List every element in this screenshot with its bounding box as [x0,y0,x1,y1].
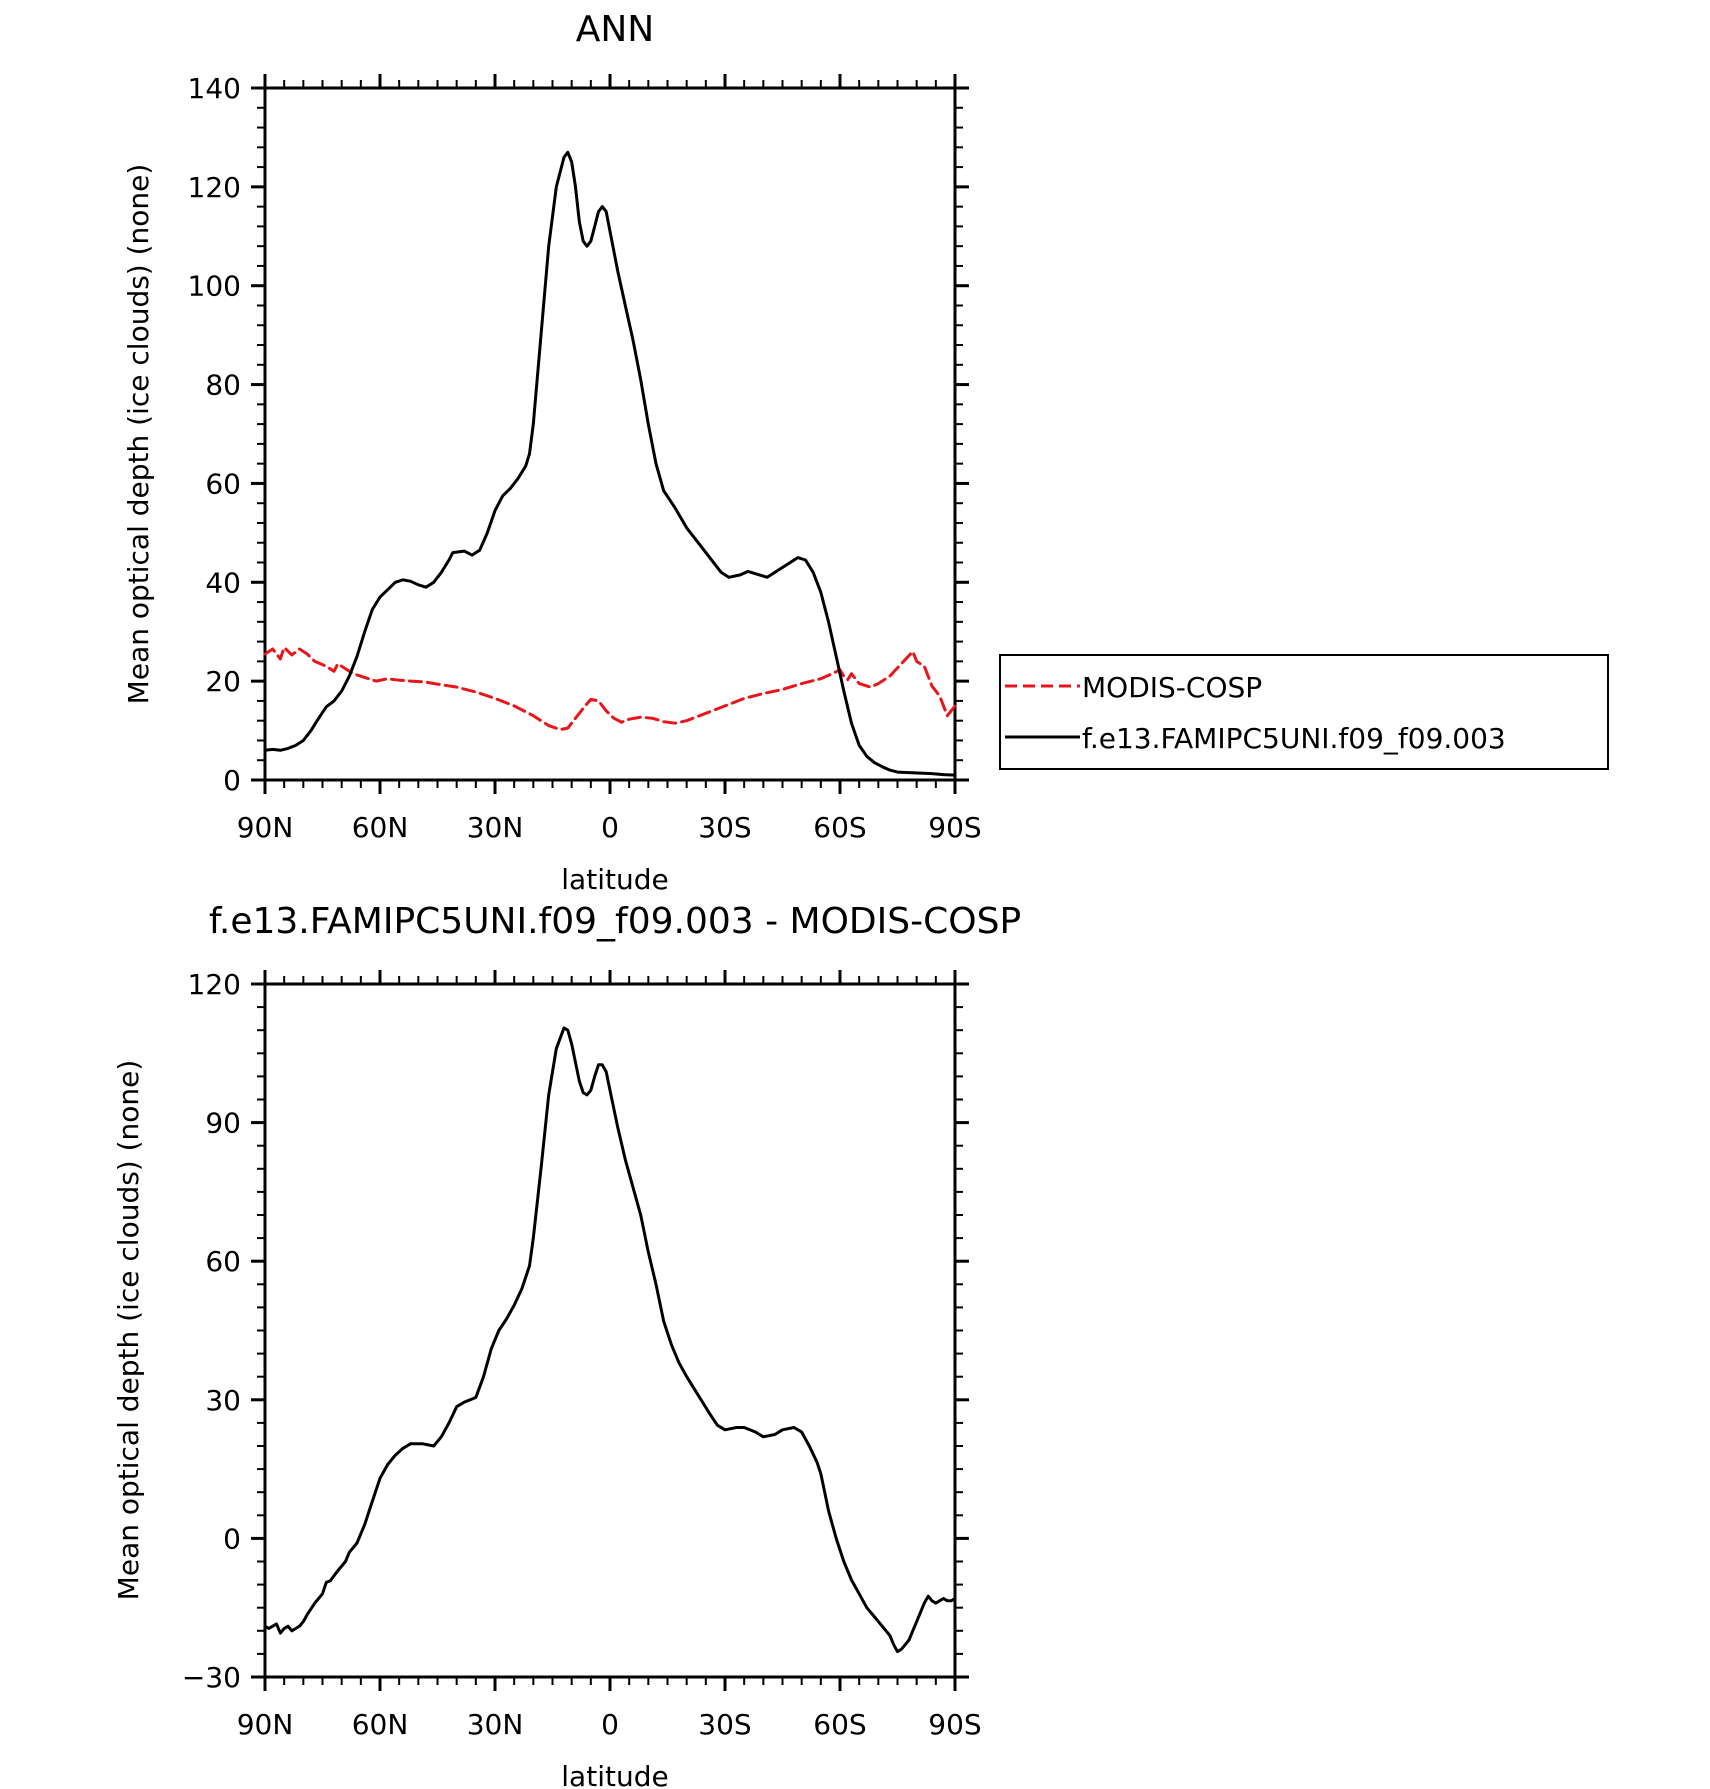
y-tick-label: 60 [205,1245,241,1278]
legend: MODIS-COSP f.e13.FAMIPC5UNI.f09_f09.003 [999,654,1609,770]
x-tick-label: 90N [237,811,294,844]
x-tick-label: 30S [698,811,751,844]
legend-box [999,654,1609,770]
x-ticks: 90N 60N 30N 0 30S 60S 90S [237,74,982,844]
y-tick-label: 80 [205,369,241,402]
y-tick-label: −30 [182,1661,241,1694]
y-axis-label: Mean optical depth (ice clouds) (none) [122,164,155,705]
y-tick-label: 0 [223,1522,241,1555]
x-tick-label: 30N [467,1708,524,1741]
y-tick-label: 30 [205,1384,241,1417]
y-tick-label: 0 [223,764,241,797]
y-tick-label: 60 [205,467,241,500]
x-tick-label: 60N [352,1708,409,1741]
legend-label-modis: MODIS-COSP [1082,671,1262,704]
x-axis-label: latitude [561,1760,668,1789]
y-tick-label: 40 [205,566,241,599]
y-tick-label: 90 [205,1107,241,1140]
legend-label-model: f.e13.FAMIPC5UNI.f09_f09.003 [1082,722,1506,755]
x-tick-label: 0 [601,811,619,844]
y-tick-label: 120 [188,968,241,1001]
series-line-1 [263,646,957,732]
series-line-2 [263,150,957,777]
x-axis-label: latitude [561,863,668,896]
chart-title: ANN [576,9,655,50]
series-line-1 [263,1026,957,1654]
x-tick-label: 60S [813,1708,866,1741]
y-ticks: 0 20 40 60 80 100 120 140 [188,72,969,797]
x-tick-label: 90N [237,1708,294,1741]
series-group [263,150,957,777]
series-group [263,1026,957,1654]
x-tick-label: 30N [467,811,524,844]
y-ticks: −30 0 30 60 90 120 [182,968,969,1694]
y-tick-label: 20 [205,665,241,698]
x-tick-label: 30S [698,1708,751,1741]
x-tick-label: 90S [928,1708,981,1741]
x-tick-label: 90S [928,811,981,844]
x-tick-label: 60S [813,811,866,844]
y-axis-label: Mean optical depth (ice clouds) (none) [112,1060,145,1601]
x-tick-label: 60N [352,811,409,844]
x-ticks: 90N 60N 30N 0 30S 60S 90S [237,970,982,1741]
y-tick-label: 100 [188,270,241,303]
panel-bottom: f.e13.FAMIPC5UNI.f09_f09.003 - MODIS-COS… [112,901,1021,1789]
x-tick-label: 0 [601,1708,619,1741]
y-tick-label: 140 [188,72,241,105]
y-tick-label: 120 [188,171,241,204]
chart-title: f.e13.FAMIPC5UNI.f09_f09.003 - MODIS-COS… [209,901,1021,942]
